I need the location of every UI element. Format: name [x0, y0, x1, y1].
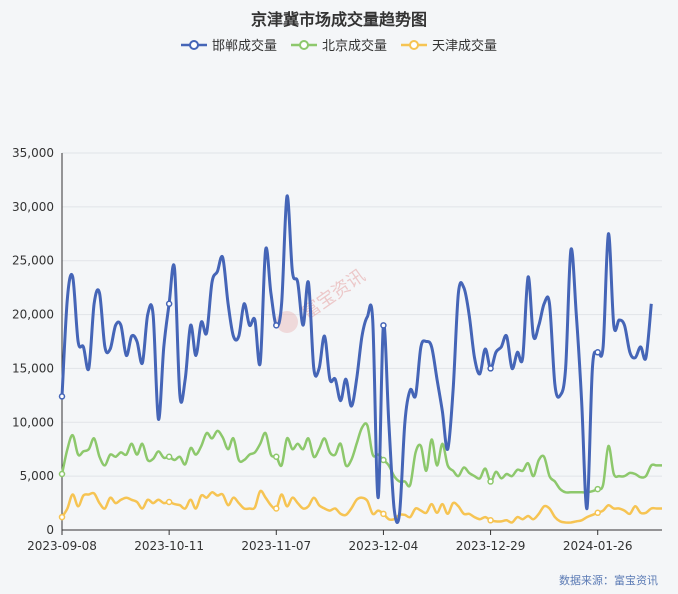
- legend-label: 天津成交量: [432, 39, 498, 54]
- data-point[interactable]: [273, 505, 280, 512]
- x-tick-label: 2023-09-08: [27, 539, 97, 553]
- legend-item-tianjin[interactable]: 天津成交量: [401, 35, 497, 54]
- legend-line-icon: [180, 39, 207, 50]
- chart-title: 京津冀市场成交量趋势图: [250, 10, 427, 29]
- legend: 邯郸成交量 北京成交量 天津成交量: [0, 35, 678, 54]
- data-point[interactable]: [487, 517, 494, 524]
- data-point[interactable]: [594, 509, 601, 517]
- data-point[interactable]: [380, 322, 387, 329]
- series-line-1[interactable]: [60, 422, 662, 494]
- legend-label: 北京成交量: [321, 39, 387, 54]
- data-point[interactable]: [380, 456, 387, 464]
- y-tick-label: 20,000: [12, 308, 54, 322]
- y-tick-label: 0: [46, 523, 54, 537]
- y-tick-label: 10,000: [12, 415, 54, 429]
- x-tick-label: 2023-10-11: [134, 539, 204, 553]
- data-point[interactable]: [273, 453, 280, 461]
- x-axis: 2023-09-08 2023-10-11 2023-11-07 2023-12-04…: [27, 530, 633, 553]
- x-tick-label: 2023-12-04: [349, 539, 419, 553]
- legend-label: 邯郸成交量: [211, 39, 277, 54]
- series-line-0[interactable]: [60, 194, 653, 524]
- data-point[interactable]: [165, 498, 173, 506]
- legend-line-icon: [401, 39, 427, 50]
- legend-line-icon: [290, 39, 317, 50]
- data-point[interactable]: [165, 300, 173, 308]
- data-point[interactable]: [487, 478, 494, 485]
- data-point[interactable]: [273, 322, 280, 329]
- legend-item-handan[interactable]: 邯郸成交量: [180, 35, 277, 54]
- x-tick-label: 2024-01-26: [563, 539, 633, 553]
- data-point[interactable]: [58, 393, 66, 400]
- series-group: [58, 194, 662, 524]
- data-point[interactable]: [165, 453, 173, 461]
- legend-item-beijing[interactable]: 北京成交量: [290, 35, 387, 54]
- x-tick-label: 2023-11-07: [241, 539, 311, 553]
- data-source: 数据来源：富宝资讯: [559, 574, 658, 587]
- y-tick-label: 5,000: [20, 469, 54, 483]
- y-tick-label: 25,000: [12, 254, 54, 268]
- data-point[interactable]: [594, 485, 601, 493]
- data-point[interactable]: [594, 349, 601, 356]
- data-point[interactable]: [58, 513, 66, 521]
- data-point[interactable]: [58, 470, 66, 478]
- data-point[interactable]: [380, 510, 387, 518]
- data-point[interactable]: [487, 365, 494, 372]
- x-tick-label: 2023-12-29: [456, 539, 526, 553]
- y-tick-label: 30,000: [12, 200, 54, 214]
- y-tick-label: 35,000: [12, 146, 54, 160]
- y-axis: 0 5,000 10,000 15,000 20,000 25,000 30,000 35,0…: [12, 146, 54, 537]
- series-line-2[interactable]: [60, 489, 662, 524]
- y-tick-label: 15,000: [12, 361, 54, 375]
